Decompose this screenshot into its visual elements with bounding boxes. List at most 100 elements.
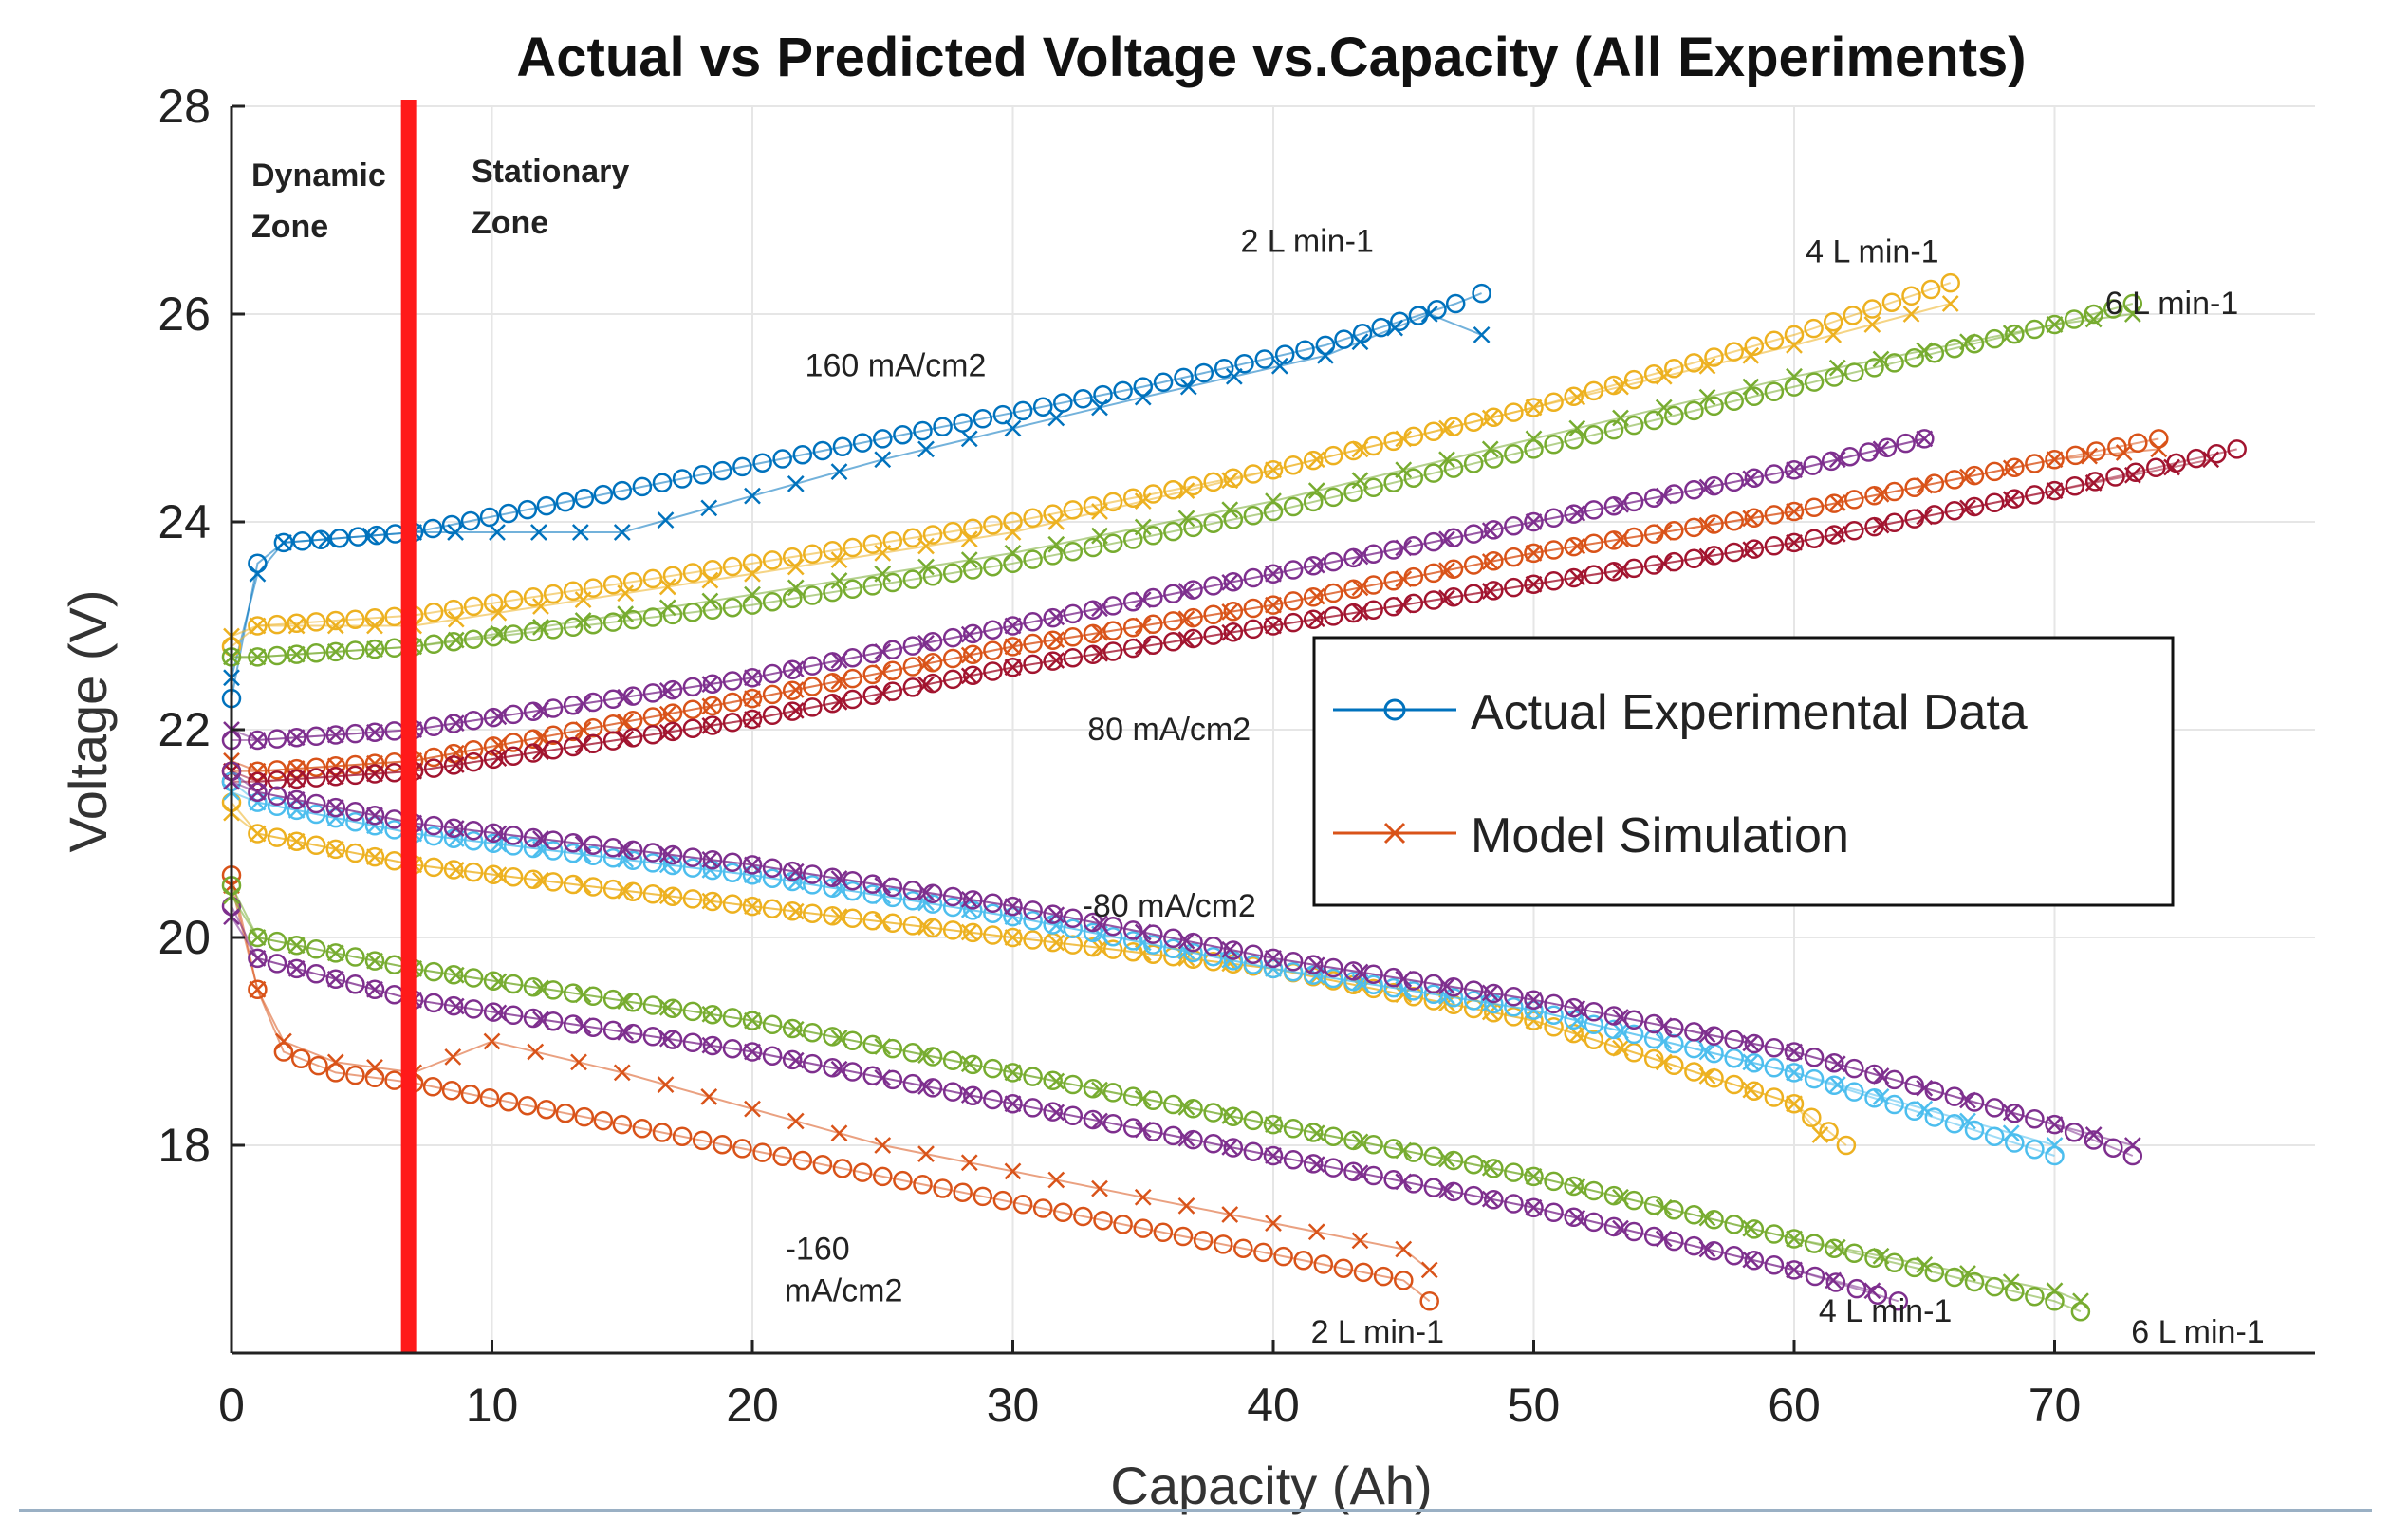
actual-point [1804,1234,1825,1253]
actual-point [1804,1068,1825,1089]
model-point [275,1032,292,1050]
model-point [1655,1032,1673,1050]
model-point [874,663,892,681]
actual-point [1193,1230,1214,1251]
actual-point [267,796,287,817]
model-point [960,551,978,569]
actual-point [1524,398,1544,417]
actual-point [742,688,763,709]
model-point [658,723,676,741]
actual-point [1803,455,1823,475]
actual-point [306,757,326,777]
model-point [1525,1198,1543,1216]
actual-point [1784,501,1805,522]
series-11 [221,876,2091,1322]
actual-point [1744,386,1765,407]
model-point [326,768,344,786]
model-point [1438,562,1455,579]
actual-point [1463,1154,1484,1175]
actual-point [762,868,783,888]
actual-point [463,862,484,882]
actual-point [1463,980,1484,1000]
actual-point [652,1123,673,1142]
actual-point [622,609,643,630]
model-point [874,544,892,562]
actual-point [422,1077,443,1097]
model-point [1221,603,1239,621]
actual-point [1203,513,1223,533]
actual-point [1724,1215,1744,1234]
actual-point [752,1142,772,1162]
series-7 [221,771,2065,1166]
actual-point [2025,1139,2045,1160]
model-point [917,634,935,652]
actual-point [602,1020,623,1041]
actual-point [287,613,306,634]
model-point [1825,1271,1843,1290]
actual-point [1901,286,1921,306]
model-point [830,652,848,669]
actual-point [1802,1107,1822,1128]
actual-point [902,636,923,656]
model-point [1177,631,1195,648]
actual-point [523,586,544,607]
actual-point [1824,1075,1844,1096]
model-point [1786,336,1803,354]
model-point [532,729,549,747]
dynamic-zone-label-line-1: Dynamic [251,158,386,194]
model-point [1134,923,1152,941]
actual-point [1003,658,1023,677]
actual-point [852,433,873,453]
actual-point [1163,1094,1183,1115]
actual-point [1203,604,1223,624]
model-point [744,1011,761,1030]
actual-point [2064,309,2084,329]
actual-point [1784,1093,1805,1114]
model-point [1395,539,1413,557]
zone-layer: Dynamic Zone Stationary Zone [251,100,629,1353]
model-point [326,642,344,660]
actual-point [1353,1262,1374,1283]
actual-point [2066,445,2085,466]
actual-point [1964,1120,1985,1141]
annotation-label: 6 L min-1 [2131,1314,2264,1350]
actual-point [1524,1197,1544,1217]
actual-point [1263,958,1284,979]
actual-point [443,714,464,733]
actual-point [1163,1125,1183,1146]
actual-point [662,855,683,876]
actual-point [862,576,882,596]
actual-point [2149,429,2169,449]
actual-point [672,469,693,489]
actual-point [1023,930,1043,950]
actual-point [963,1054,983,1075]
actual-point [622,571,643,592]
actual-point [364,846,385,867]
actual-point [503,733,524,752]
actual-point [517,1095,538,1116]
model-point [1091,503,1108,520]
model-point [366,1058,383,1076]
model-point [1091,939,1108,956]
model-point [787,660,805,678]
actual-point [983,620,1003,640]
model-point [1221,1206,1239,1223]
actual-point [1371,317,1391,338]
actual-point [742,865,763,885]
actual-point [1463,412,1484,432]
model-point [874,1068,892,1086]
actual-point [1724,510,1744,531]
model-point [744,898,761,916]
actual-point [1363,544,1383,564]
model-point [571,524,589,541]
actual-point [267,760,287,780]
model-point [1786,1095,1803,1113]
model-point [326,799,344,817]
actual-point [1744,1219,1765,1239]
actual-point [722,852,743,873]
model-point [874,565,892,583]
actual-point [306,804,326,825]
actual-point [1423,1146,1444,1167]
model-point [1307,610,1325,628]
model-point [1091,623,1108,641]
